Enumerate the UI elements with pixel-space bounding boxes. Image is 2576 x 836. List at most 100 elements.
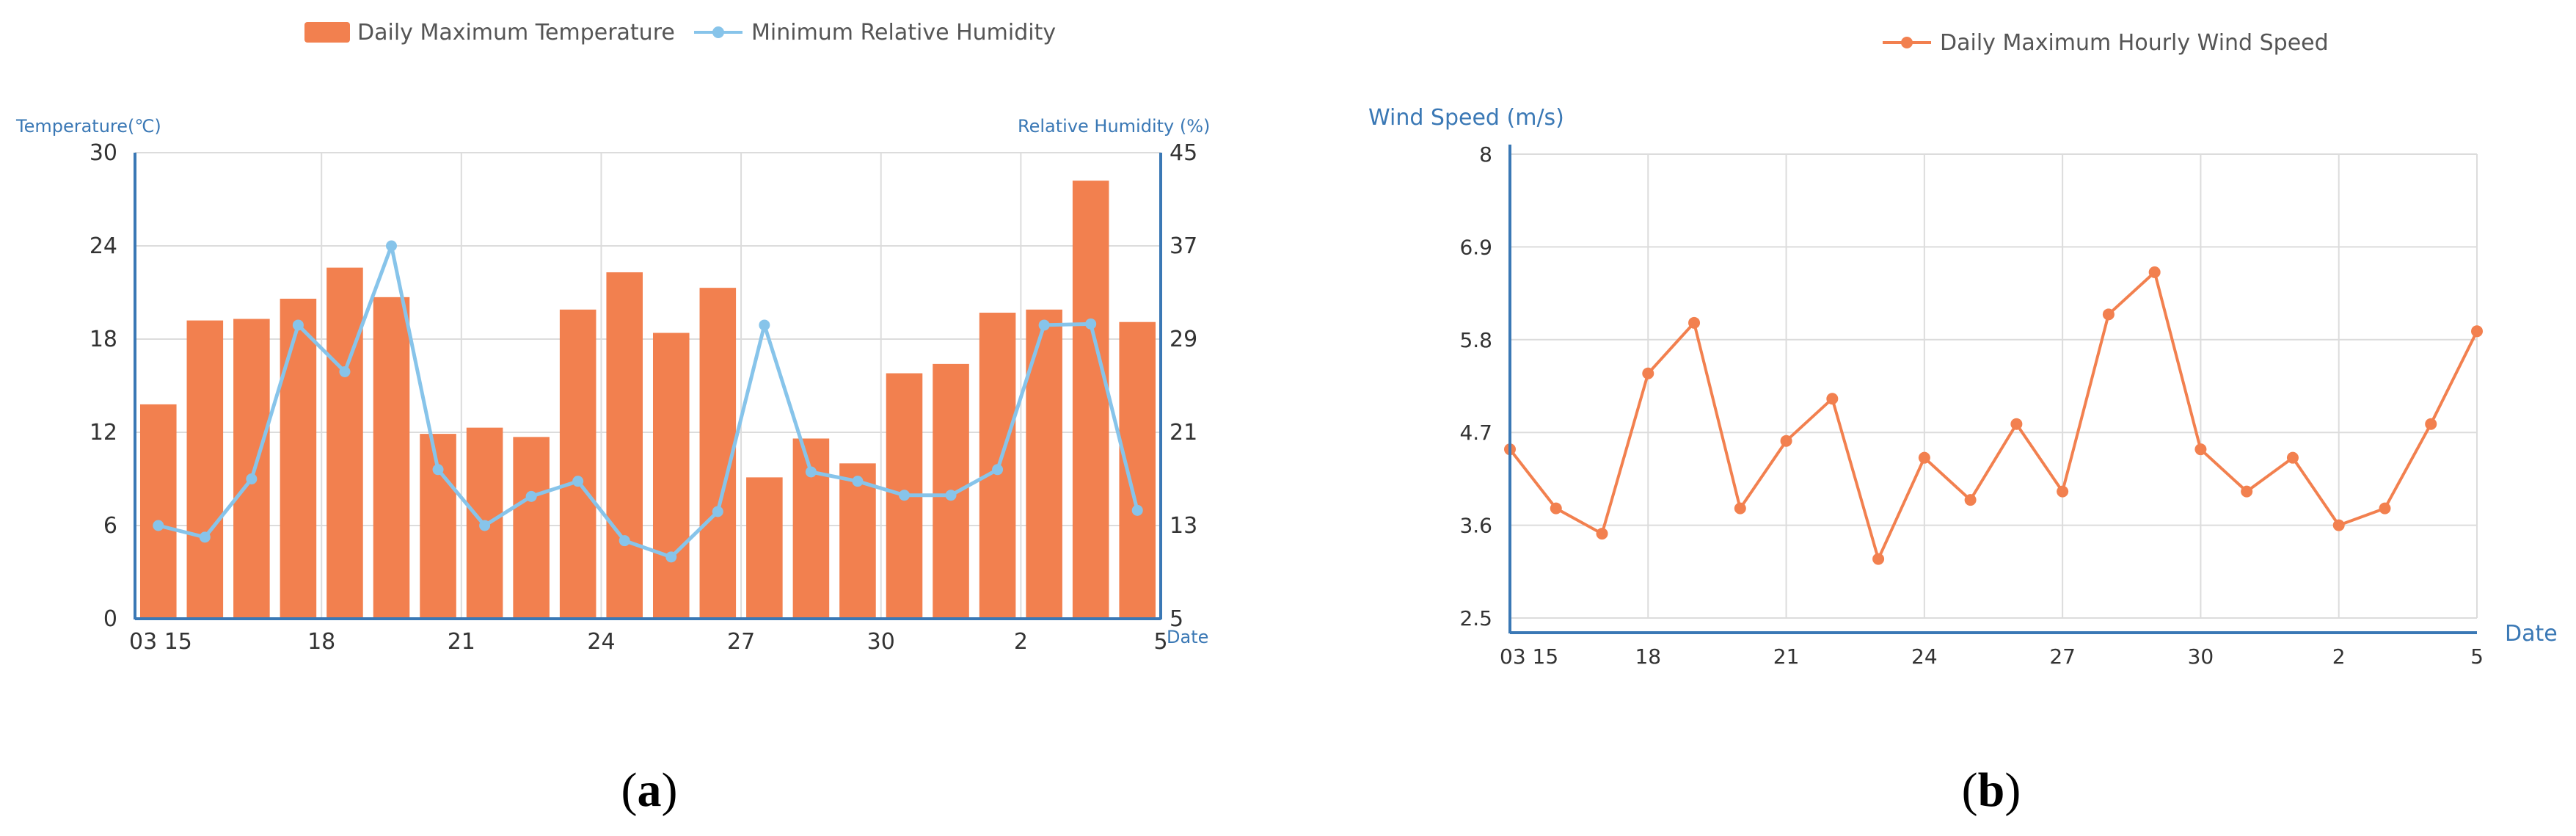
legend-label-humidity: Minimum Relative Humidity <box>751 20 1056 46</box>
x-ticks: 03 15 18 21 24 27 30 2 5 <box>129 629 1168 655</box>
y-tick-label-right: 37 <box>1170 233 1197 259</box>
humidity-point <box>1131 504 1143 516</box>
y-ticks-b: 8 6.9 5.8 4.7 3.6 2.5 <box>1459 142 1492 630</box>
wind-speed-line <box>1508 270 2478 561</box>
humidity-point <box>153 520 164 531</box>
y-tick-label: 4.7 <box>1459 421 1492 445</box>
y-tick-label-right: 29 <box>1170 327 1197 352</box>
grid-b <box>1510 153 2478 619</box>
temperature-bar <box>373 297 410 619</box>
wind-speed-point <box>2057 485 2069 498</box>
y-tick-label-left: 6 <box>103 513 117 539</box>
humidity-points <box>153 240 1143 563</box>
wind-speed-point <box>1688 316 1701 329</box>
y-tick-label-left: 0 <box>103 606 117 632</box>
x-tick-label: 27 <box>2049 644 2076 669</box>
temperature-bar <box>1072 181 1109 619</box>
y-tick-label-left: 30 <box>90 140 117 166</box>
humidity-point <box>246 473 258 484</box>
y-tick-label: 6.9 <box>1459 235 1492 259</box>
humidity-point <box>899 490 910 501</box>
x-tick-label: 21 <box>1773 644 1800 669</box>
x-tick-label: 30 <box>867 629 895 655</box>
wind-speed-point <box>1964 494 1977 506</box>
humidity-point <box>572 476 584 487</box>
wind-speed-point <box>2425 418 2437 430</box>
y-tick-label-right: 21 <box>1170 420 1197 446</box>
temperature-bar <box>1026 309 1062 619</box>
temperature-bar <box>652 332 690 619</box>
panel-label-open: ( <box>621 763 638 817</box>
humidity-point <box>759 319 770 331</box>
wind-speed-point <box>2102 308 2115 321</box>
wind-speed-point <box>2148 266 2161 278</box>
wind-speed-point <box>2286 451 2299 464</box>
temperature-bar <box>606 272 643 619</box>
humidity-point <box>386 240 397 252</box>
temperature-bar <box>326 267 363 619</box>
wind-speed-point <box>2332 519 2345 531</box>
humidity-point <box>805 466 817 478</box>
humidity-point <box>665 551 677 563</box>
wind-speed-point <box>1780 435 1792 447</box>
x-tick-label: 2 <box>1014 629 1028 655</box>
x-tick-label: 5 <box>1153 629 1167 655</box>
x-tick-label: 18 <box>307 629 335 655</box>
temperature-bar <box>746 477 783 619</box>
y-tick-label-right: 45 <box>1170 140 1197 166</box>
x-tick-label: 03 15 <box>1500 644 1558 669</box>
panel-label-b: (b) <box>1962 763 2021 817</box>
humidity-point <box>339 366 351 377</box>
temperature-bar <box>280 298 317 619</box>
y-tick-label-right: 13 <box>1170 513 1197 539</box>
y-tick-label: 2.5 <box>1459 606 1492 630</box>
x-tick-label: 24 <box>1911 644 1938 669</box>
legend-label-temperature: Daily Maximum Temperature <box>357 20 675 46</box>
x-tick-label: 5 <box>2470 644 2484 669</box>
x-tick-label: 24 <box>587 629 615 655</box>
wind-speed-point <box>1872 553 1885 565</box>
x-axis-title-b: Date <box>2505 621 2558 647</box>
wind-speed-point <box>1550 502 1562 515</box>
legend-marker-wind <box>1901 37 1913 48</box>
x-ticks-b: 03 15 18 21 24 27 30 2 5 <box>1500 644 2484 669</box>
x-tick-label: 03 15 <box>129 629 192 655</box>
x-tick-label: 2 <box>2332 644 2346 669</box>
temperature-bar <box>186 320 224 619</box>
humidity-point <box>199 531 211 543</box>
temperature-bar <box>1119 321 1156 619</box>
x-tick-label: 21 <box>448 629 475 655</box>
legend-b: Daily Maximum Hourly Wind Speed <box>1883 30 2329 56</box>
x-tick-label: 18 <box>1635 644 1661 669</box>
wind-speed-point <box>1596 528 1608 540</box>
chart-a: Daily Maximum Temperature Minimum Relati… <box>15 20 1210 817</box>
y-tick-label: 5.8 <box>1459 328 1492 352</box>
wind-speed-point <box>2471 325 2483 338</box>
humidity-point <box>992 464 1004 476</box>
panel-label-a: (a) <box>621 763 678 817</box>
y-axis-title-left: Temperature(℃) <box>15 116 161 137</box>
panel-label-open: ( <box>1962 763 1978 817</box>
humidity-point <box>852 476 864 487</box>
humidity-point <box>1038 319 1050 331</box>
panel-label-close: ) <box>662 763 678 817</box>
wind-speed-point <box>1826 393 1839 405</box>
y-axis-title-right: Relative Humidity (%) <box>1018 116 1210 137</box>
temperature-bar <box>839 463 876 619</box>
temperature-bar <box>559 309 596 619</box>
chart-b: Daily Maximum Hourly Wind Speed Wind Spe… <box>1368 30 2558 817</box>
panel-label-letter: a <box>638 763 662 817</box>
humidity-point <box>525 490 537 502</box>
wind-speed-point <box>1918 451 1930 464</box>
temperature-bar <box>233 319 270 619</box>
humidity-point <box>1085 318 1097 330</box>
y-tick-label: 8 <box>1479 142 1492 167</box>
y-tick-label-left: 12 <box>90 420 117 446</box>
legend-bar-swatch <box>304 22 350 43</box>
humidity-point <box>619 535 630 547</box>
temperature-bar <box>139 404 177 619</box>
humidity-point <box>945 490 957 501</box>
legend-marker-humidity <box>712 26 724 38</box>
temperature-bar <box>513 437 550 619</box>
